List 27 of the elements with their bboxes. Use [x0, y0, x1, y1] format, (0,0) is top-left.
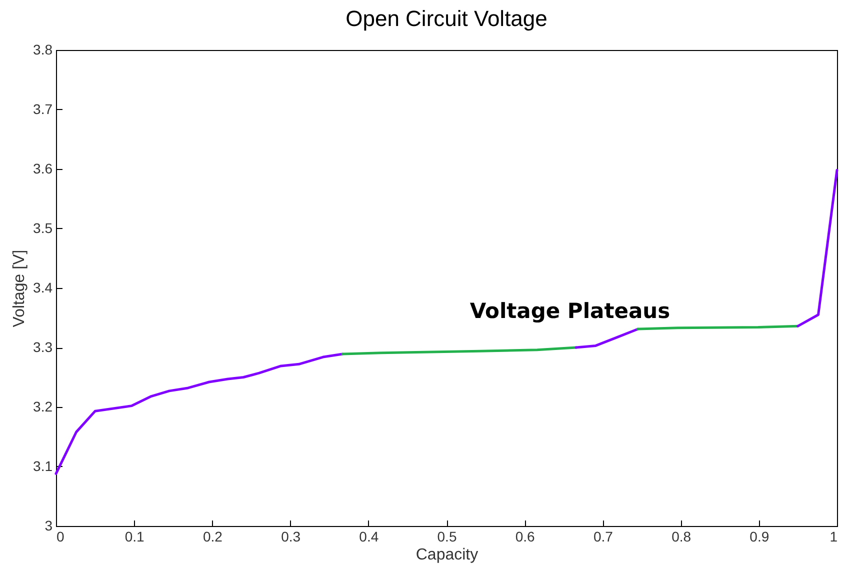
x-tick-label: 0.3 [281, 528, 301, 544]
y-tick-label: 3.8 [33, 42, 53, 58]
x-tick-label: 0.6 [515, 528, 536, 544]
chart-title: Open Circuit Voltage [346, 6, 548, 31]
y-axis-title: Voltage [V] [11, 250, 28, 328]
x-tick-label: 0.9 [750, 528, 770, 544]
x-tick-label: 0.2 [202, 528, 223, 544]
y-tick-label: 3.2 [33, 398, 53, 414]
y-tick-label: 3.1 [33, 458, 53, 474]
line-series [54, 352, 344, 475]
x-tick-label: 0 [56, 528, 64, 544]
x-tick-label: 0.8 [672, 528, 692, 544]
y-tick-label: 3.4 [33, 280, 53, 296]
line-series [574, 328, 640, 349]
y-tick-label: 3 [44, 518, 53, 534]
y-tick-label: 3.3 [33, 339, 53, 355]
annotation: Voltage Plateaus [470, 299, 670, 323]
y-tick-label: 3.6 [33, 160, 53, 176]
x-tick-label: 0.4 [359, 528, 379, 544]
x-tick-label: 0.7 [593, 528, 614, 544]
y-tick-label: 3.7 [33, 101, 53, 117]
x-tick-label: 0.1 [124, 528, 145, 544]
x-axis-title: Capacity [416, 546, 478, 564]
x-tick-label: 1 [830, 528, 838, 544]
line-series [341, 346, 578, 356]
y-tick-label: 3.5 [33, 220, 53, 236]
x-tick-label: 0.5 [437, 528, 457, 544]
